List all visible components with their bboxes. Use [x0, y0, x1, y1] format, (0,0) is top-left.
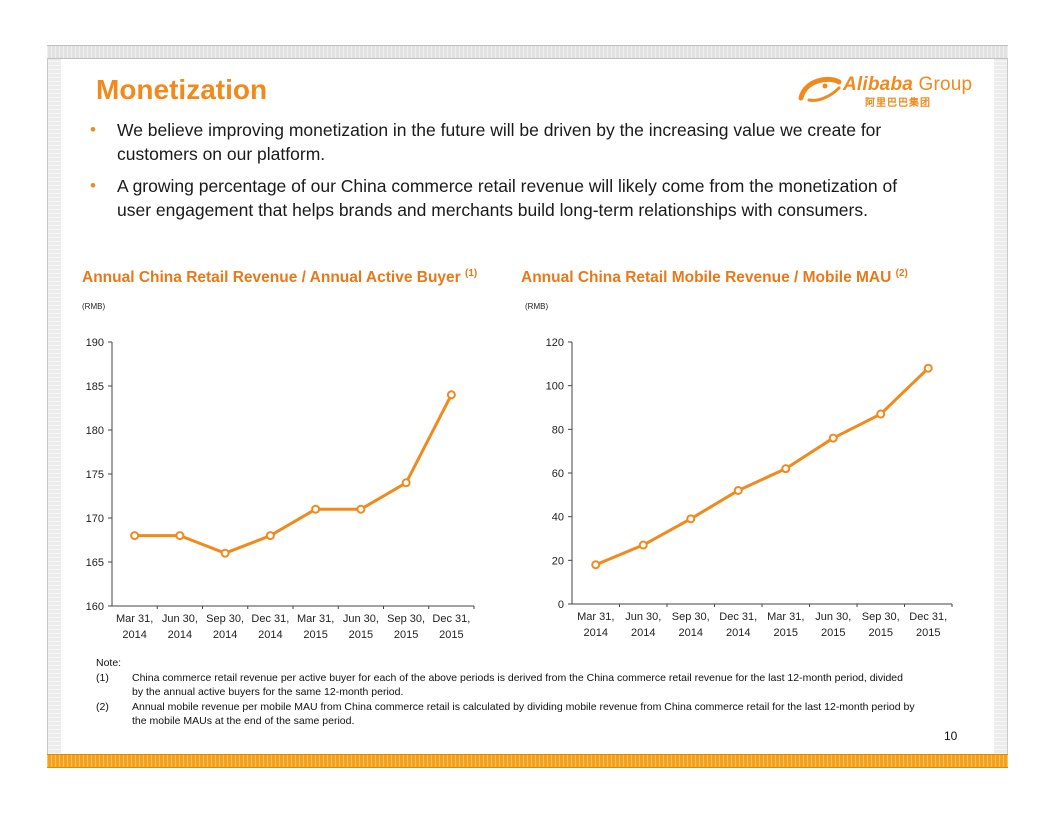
chart-1-x-tick-label: Dec 31, 2015 [432, 613, 470, 641]
note-text: Annual mobile revenue per mobile MAU fro… [132, 700, 915, 728]
note-number: (2) [96, 700, 109, 713]
chart-1-data-point [401, 478, 411, 488]
chart-1-x-tick-label: Sep 30, 2015 [387, 613, 425, 641]
chart-retail-revenue-per-buyer: 160 165 170 175 180 185 190 Mar 31, 2014 Jun 30, 2… [86, 337, 475, 641]
slide-title: Monetization [96, 74, 268, 105]
chart-1-data-point [130, 531, 140, 541]
chart-2-y-tick-label: 80 [552, 424, 564, 436]
right-frame-bar [994, 59, 1008, 754]
chart-2-y-tick-label: 100 [546, 381, 564, 393]
chart-1-unit: (RMB) [82, 302, 106, 311]
bullet-dot-icon: • [90, 120, 96, 139]
notes-section: Note: (1) China commerce retail revenue … [96, 656, 916, 729]
chart-1-x-tick-label: Sep 30, 2014 [206, 613, 244, 641]
chart-2-data-point [781, 464, 791, 474]
chart-2-data-point [876, 409, 886, 419]
chart-1-series-line [134, 394, 453, 555]
chart-2-unit: (RMB) [525, 302, 549, 311]
chart-2-data-point [686, 514, 696, 524]
note-number: (1) [96, 671, 109, 684]
chart-2-data-point [923, 363, 933, 373]
chart-1-y-tick-label: 190 [86, 337, 104, 349]
bullet-dot-icon: • [90, 176, 96, 195]
logo-group: Group [918, 74, 973, 95]
chart-1-y-tick-label: 165 [86, 557, 104, 569]
chart-2-series-line [595, 367, 930, 567]
chart-1-data-point [356, 504, 366, 514]
chart-2-x-tick-label: Mar 31, 2014 [577, 611, 614, 639]
bullet-text: We believe improving monetization in the… [117, 120, 882, 164]
chart-1-y-tick-label: 180 [86, 425, 104, 437]
chart-2-x-tick-label: Mar 31, 2015 [767, 611, 804, 639]
left-frame-bar [47, 59, 61, 754]
chart-2-title: Annual China Retail Mobile Revenue / Mob… [521, 268, 908, 287]
chart-1-data-point [311, 504, 321, 514]
chart-1-x-tick-label: Mar 31, 2014 [116, 613, 153, 641]
chart-2-y-tick-label: 40 [552, 512, 564, 524]
bullet-list: • We believe improving monetization in th… [90, 118, 920, 230]
chart-1-y-tick-label: 185 [86, 381, 104, 393]
chart-2-x-tick-label: Sep 30, 2014 [672, 611, 710, 639]
chart-2-x-tick-label: Dec 31, 2014 [719, 611, 757, 639]
chart-1-x-tick-label: Dec 31, 2014 [251, 613, 289, 641]
chart-2-y-tick-label: 20 [552, 555, 564, 567]
bullet-item: • We believe improving monetization in th… [90, 118, 920, 166]
chart-2-data-point [828, 433, 838, 443]
note-item: (1) China commerce retail revenue per ac… [96, 671, 916, 700]
chart-2-data-point [638, 540, 648, 550]
logo-wordmark: Alibaba Group [843, 74, 972, 96]
chart-2-data-point [733, 485, 743, 495]
chart-2-x-tick-label: Jun 30, 2015 [815, 611, 851, 639]
notes-label: Note: [96, 657, 122, 669]
chart-2-x-tick-label: Sep 30, 2015 [862, 611, 900, 639]
chart-1-x-tick-label: Mar 31, 2015 [297, 613, 334, 641]
chart-1-data-point [220, 548, 230, 558]
note-text: China commerce retail revenue per active… [132, 671, 903, 699]
chart-2-y-tick-label: 0 [558, 599, 564, 611]
chart-1-x-tick-label: Jun 30, 2015 [343, 613, 379, 641]
chart-1-title: Annual China Retail Revenue / Annual Act… [82, 268, 477, 287]
page-number: 10 [944, 729, 958, 743]
bullet-text: A growing percentage of our China commer… [117, 176, 898, 220]
chart-1-y-tick-label: 160 [86, 601, 104, 613]
top-frame-bar [47, 45, 1008, 59]
chart-1-y-tick-label: 175 [86, 469, 104, 481]
chart-mobile-revenue-per-mau: 0 20 40 60 80 100 120 Mar 31, 2014 Jun 30, 2014 Sep… [546, 337, 953, 639]
bullet-item: • A growing percentage of our China comme… [90, 174, 920, 222]
chart-2-data-point [591, 560, 601, 570]
chart-2-footnote-ref: (2) [895, 268, 908, 279]
chart-1-footnote-ref: (1) [465, 268, 478, 279]
logo-brand: Alibaba [843, 74, 914, 95]
chart-2-y-tick-label: 120 [546, 337, 564, 349]
alibaba-smile-icon [798, 76, 842, 102]
chart-2-title-text: Annual China Retail Mobile Revenue / Mob… [521, 269, 892, 286]
chart-1-y-tick-label: 170 [86, 513, 104, 525]
logo-chinese: 阿里巴巴集团 [865, 98, 931, 109]
alibaba-group-logo: Alibaba Group 阿里巴巴集团 [795, 74, 985, 109]
chart-1-data-point [265, 531, 275, 541]
chart-2-x-tick-label: Dec 31, 2015 [909, 611, 947, 639]
chart-1-x-tick-label: Jun 30, 2014 [162, 613, 198, 641]
chart-2-y-tick-label: 60 [552, 468, 564, 480]
chart-2-x-tick-label: Jun 30, 2014 [625, 611, 661, 639]
note-item: (2) Annual mobile revenue per mobile MAU… [96, 700, 916, 729]
chart-1-title-text: Annual China Retail Revenue / Annual Act… [82, 269, 461, 286]
chart-1-data-point [446, 390, 456, 400]
bottom-frame-bar [47, 754, 1008, 768]
chart-1-data-point [175, 531, 185, 541]
